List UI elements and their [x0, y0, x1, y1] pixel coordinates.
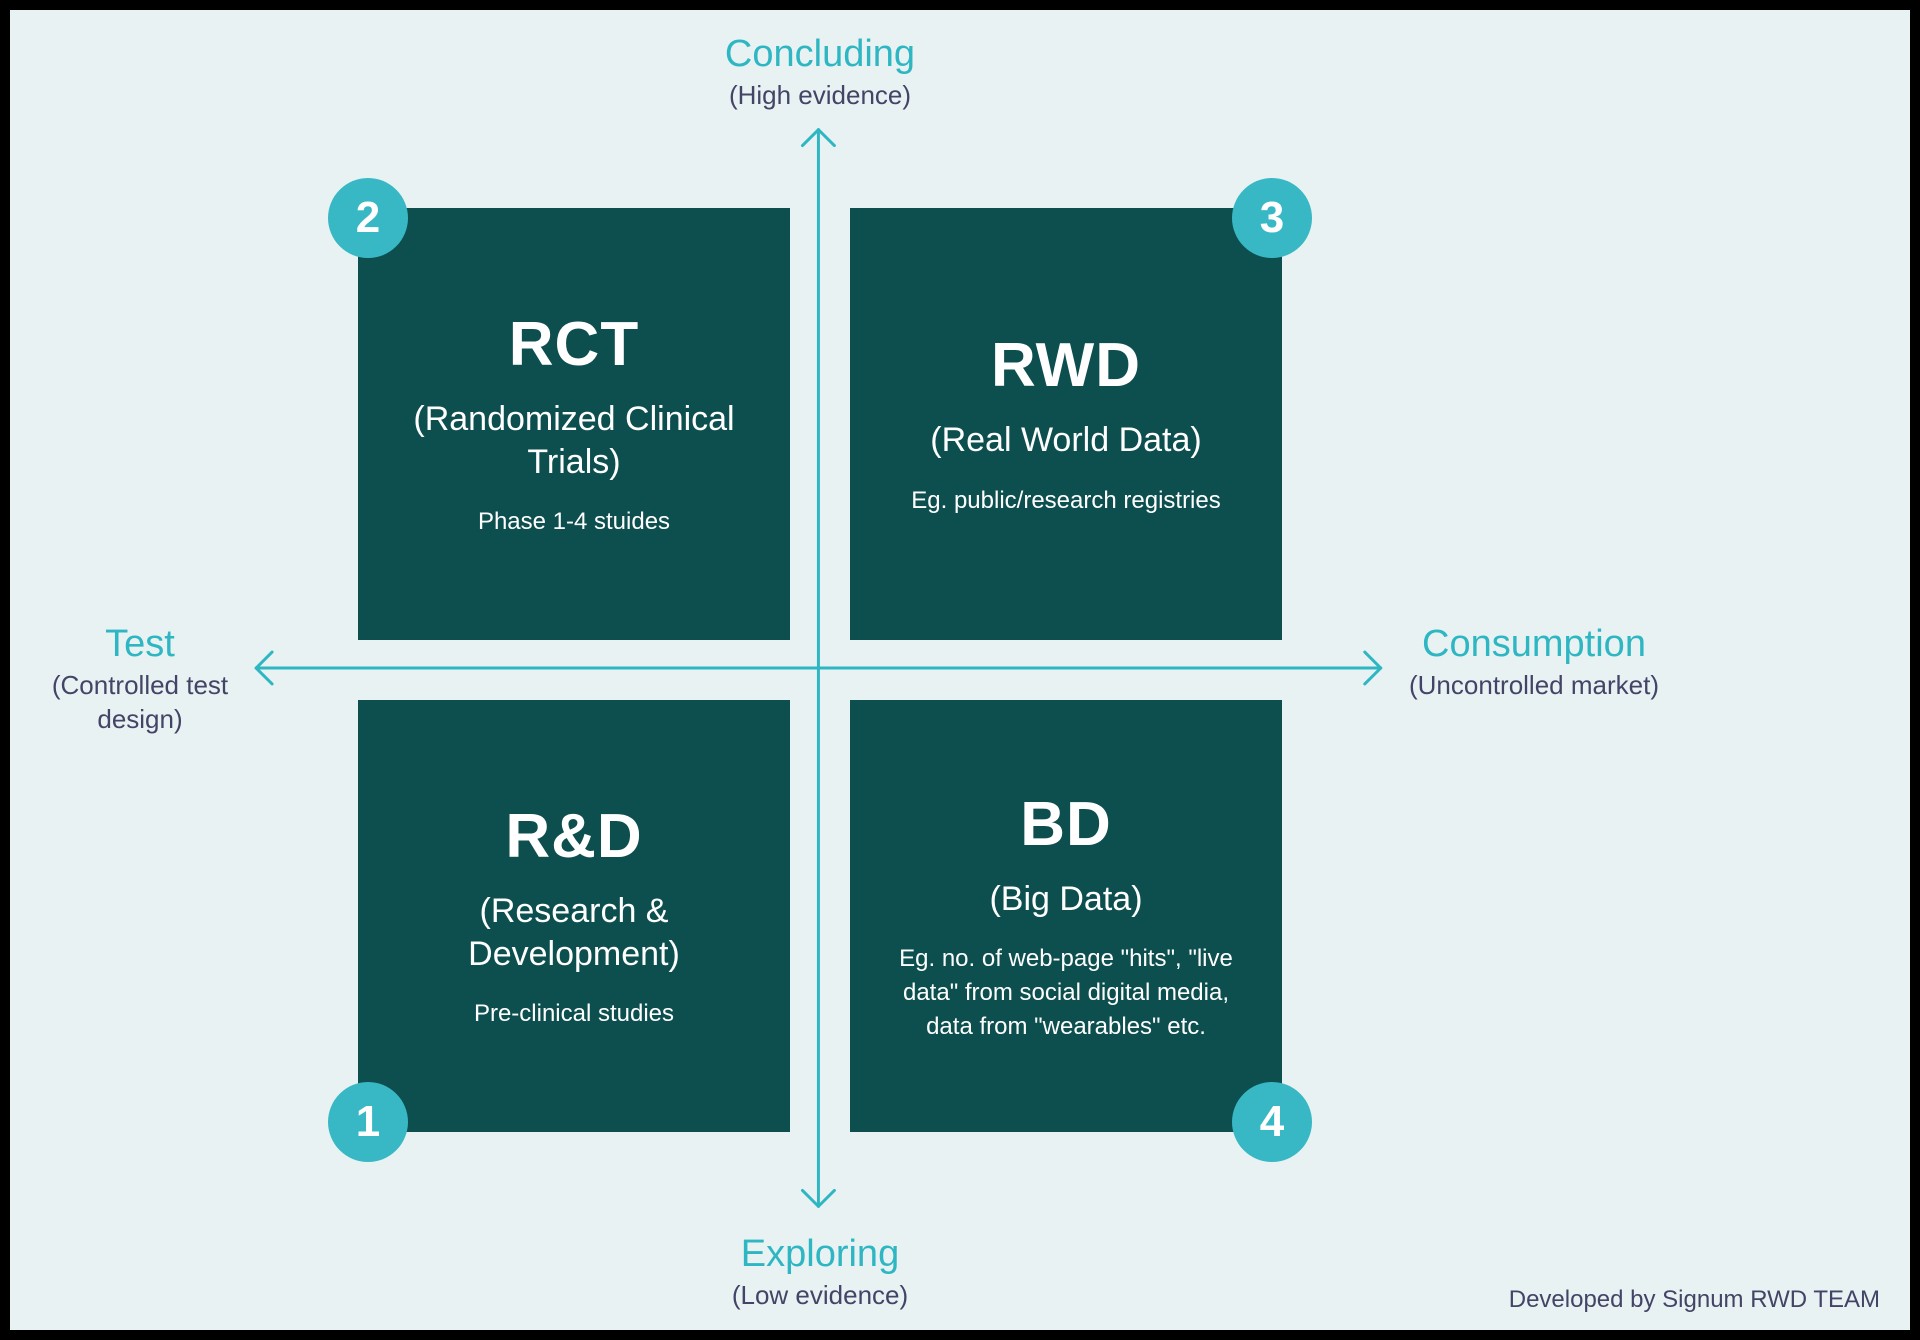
axis-top-sub: (High evidence) — [620, 79, 1020, 113]
badge-4: 4 — [1232, 1082, 1312, 1162]
axis-bottom-sub: (Low evidence) — [620, 1279, 1020, 1313]
quad-br-abbr: BD — [1020, 789, 1112, 860]
quad-bl-abbr: R&D — [505, 801, 642, 872]
quad-tr-abbr: RWD — [991, 330, 1141, 401]
quad-tl-eg: Phase 1-4 stuides — [478, 505, 670, 539]
badge-2: 2 — [328, 178, 408, 258]
quadrant-bottom-right: BD (Big Data) Eg. no. of web-page "hits"… — [850, 700, 1282, 1132]
quad-tl-abbr: RCT — [509, 309, 639, 380]
diagram-frame: Concluding (High evidence) Exploring (Lo… — [8, 8, 1912, 1332]
quad-bl-eg: Pre-clinical studies — [474, 997, 674, 1031]
diagram-stage: Concluding (High evidence) Exploring (Lo… — [10, 10, 1910, 1330]
quadrant-top-right: RWD (Real World Data) Eg. public/researc… — [850, 208, 1282, 640]
quad-bl-full: (Research & Development) — [386, 890, 762, 975]
axis-label-bottom: Exploring (Low evidence) — [620, 1230, 1020, 1313]
quad-br-full: (Big Data) — [989, 878, 1142, 921]
quad-tl-full: (Randomized Clinical Trials) — [386, 398, 762, 483]
badge-3: 3 — [1232, 178, 1312, 258]
axis-label-left: Test (Controlled test design) — [40, 620, 240, 737]
axis-top-title: Concluding — [620, 30, 1020, 79]
quadrant-top-left: RCT (Randomized Clinical Trials) Phase 1… — [358, 208, 790, 640]
quad-tr-eg: Eg. public/research registries — [911, 484, 1220, 518]
badge-1: 1 — [328, 1082, 408, 1162]
axis-label-top: Concluding (High evidence) — [620, 30, 1020, 113]
credit-text: Developed by Signum RWD TEAM — [1509, 1286, 1880, 1314]
quad-br-eg: Eg. no. of web-page "hits", "live data" … — [878, 942, 1254, 1043]
axis-bottom-title: Exploring — [620, 1230, 1020, 1279]
axis-left-title: Test — [40, 620, 240, 669]
axis-left-sub: (Controlled test design) — [40, 669, 240, 737]
quadrant-bottom-left: R&D (Research & Development) Pre-clinica… — [358, 700, 790, 1132]
quad-tr-full: (Real World Data) — [930, 419, 1201, 462]
axis-right-sub: (Uncontrolled market) — [1404, 669, 1664, 703]
axis-label-right: Consumption (Uncontrolled market) — [1404, 620, 1664, 703]
axis-right-title: Consumption — [1404, 620, 1664, 669]
